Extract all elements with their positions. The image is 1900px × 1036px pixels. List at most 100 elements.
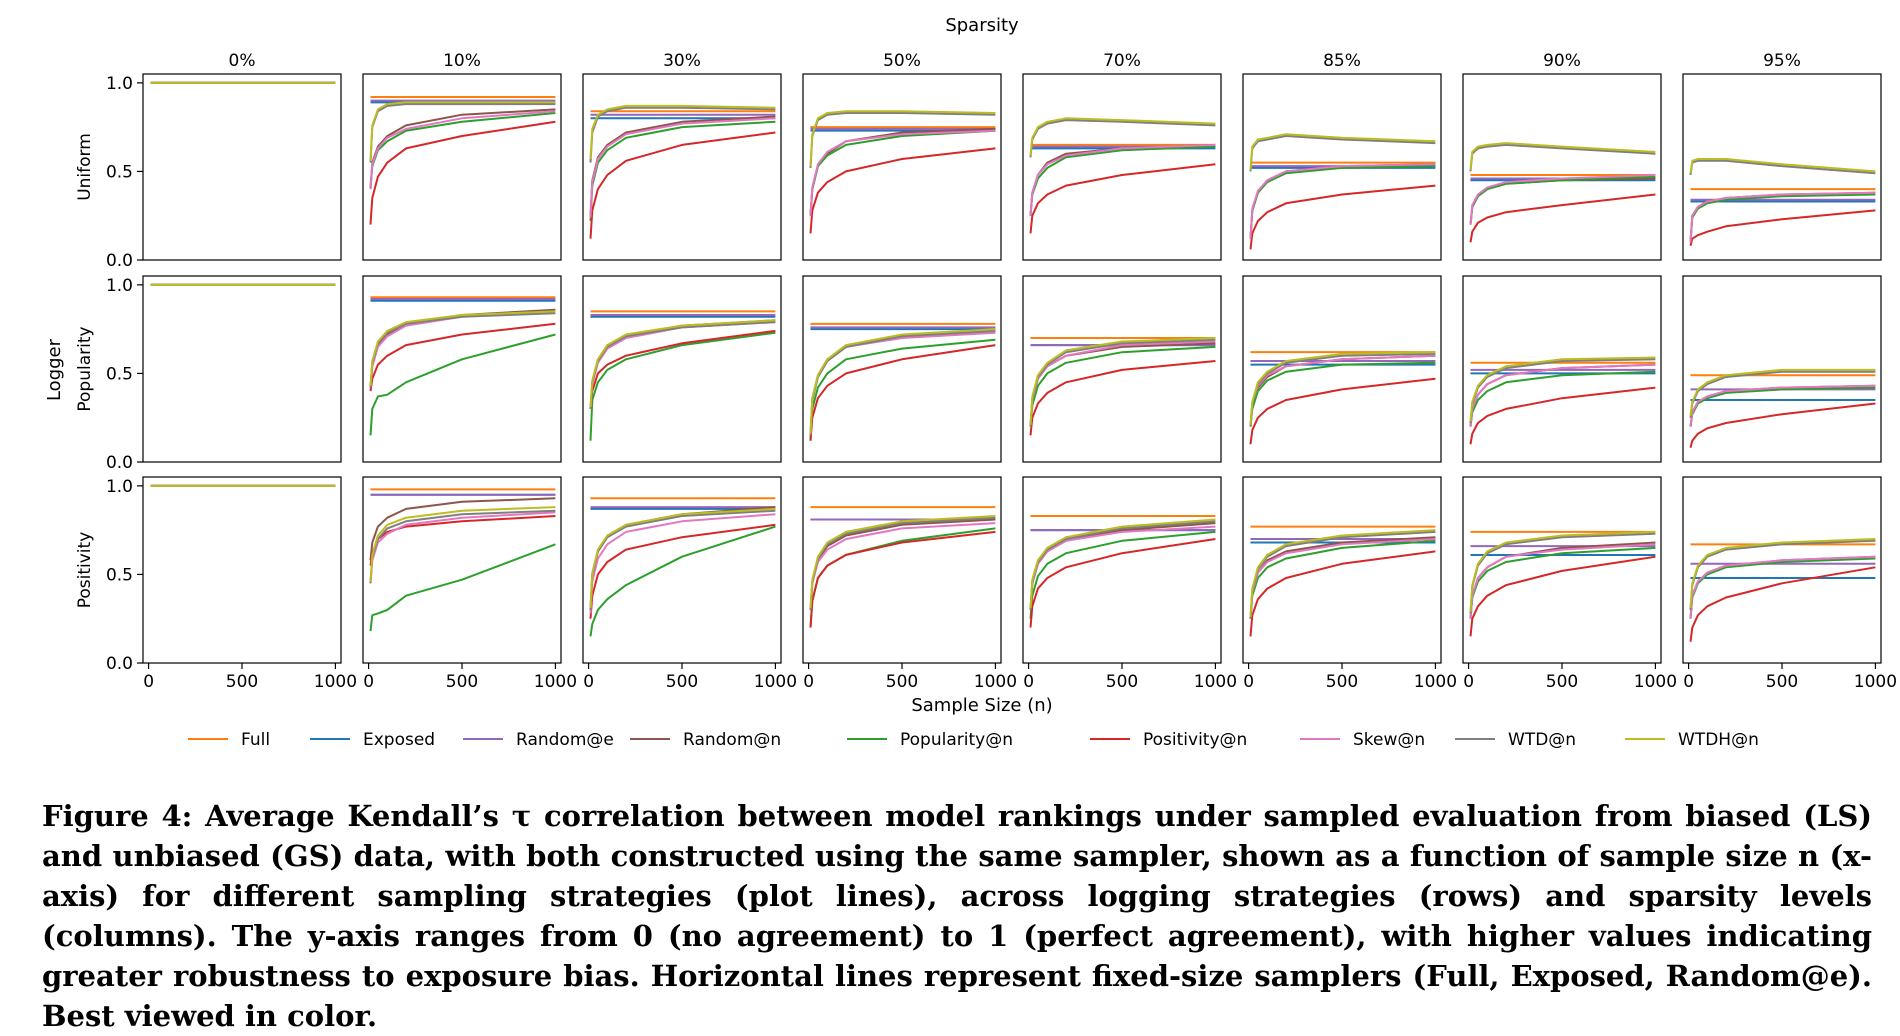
legend-label: Popularity@n <box>900 730 1013 750</box>
x-tick-label: 500 <box>666 672 698 692</box>
series-line-wtdh-at-n <box>1029 117 1216 156</box>
panel-frame <box>1462 275 1662 463</box>
series-line-wtd-at-n <box>1689 159 1876 176</box>
series-line-positivity-at-n <box>1029 163 1216 234</box>
series-line-positivity-at-n <box>1689 209 1876 247</box>
legend-item: Full <box>188 730 270 750</box>
legend-label: Positivity@n <box>1143 730 1247 750</box>
panel-frame <box>1242 73 1442 261</box>
series-line-positivity-at-n <box>1469 193 1656 243</box>
legend-label: Random@n <box>683 730 781 750</box>
series-line-positivity-at-n <box>1249 184 1436 250</box>
row-labels: Uniform Popularity Positivity <box>75 133 95 608</box>
series-line-wtdh-at-n <box>1029 518 1216 609</box>
series-line-popularity-at-n <box>809 338 996 441</box>
x-tick-label: 500 <box>886 672 918 692</box>
series-line-popularity-at-n <box>1469 546 1656 619</box>
series-line-random-at-n <box>1689 555 1876 619</box>
series-line-skew-at-n <box>1689 191 1876 243</box>
panel-frame <box>1022 476 1222 664</box>
x-tick-label: 1000 <box>314 672 357 692</box>
series-line-popularity-at-n <box>809 129 996 216</box>
column-label: 95% <box>1763 51 1801 71</box>
panel-grid: 0.0 0.5 1.0 0.0 0.5 1.0 0.0 0.5 1.0 0 500 1000 0 500 1… <box>106 73 1897 692</box>
row-label: Positivity <box>75 532 95 609</box>
panel-frame <box>142 476 342 664</box>
x-tick-label: 0 <box>1463 672 1474 692</box>
panel <box>1682 73 1882 261</box>
series-line-wtd-at-n <box>1469 143 1656 172</box>
x-tick-label: 500 <box>226 672 258 692</box>
series-line-skew-at-n <box>1469 174 1656 225</box>
x-tick-label: 0 <box>1023 672 1034 692</box>
x-tick-label: 500 <box>1326 672 1358 692</box>
series-line-positivity-at-n <box>809 344 996 441</box>
legend-label: Skew@n <box>1353 730 1425 750</box>
x-tick-label: 1000 <box>534 672 577 692</box>
series-line-popularity-at-n <box>369 333 556 436</box>
y-tick-label: 0.0 <box>106 251 133 271</box>
figure-4-chart: 0.0 0.5 1.0 0.0 0.5 1.0 0.0 0.5 1.0 0 500 1000 0 500 1… <box>44 15 1897 750</box>
row-label: Popularity <box>75 326 95 411</box>
x-tick-label: 1000 <box>754 672 797 692</box>
legend-item: Random@e <box>463 730 614 750</box>
panel-frame <box>1242 476 1442 664</box>
panel-frame <box>802 275 1002 463</box>
series-line-positivity-at-n <box>1469 386 1656 445</box>
panel <box>1682 275 1882 463</box>
panel <box>1462 275 1662 463</box>
panel: 0 500 1000 <box>1022 476 1237 692</box>
series-line-wtdh-at-n <box>589 507 776 609</box>
series-line-positivity-at-n <box>809 147 996 234</box>
series-line-skew-at-n <box>1689 555 1876 619</box>
y-tick-label: 0.5 <box>106 565 133 585</box>
column-label: 85% <box>1323 51 1361 71</box>
panel <box>582 275 782 463</box>
series-line-wtd-at-n <box>809 329 996 436</box>
legend-item: Popularity@n <box>847 730 1013 750</box>
panel: 0 500 1000 <box>362 476 577 692</box>
series-line-positivity-at-n <box>1689 566 1876 642</box>
series-line-skew-at-n <box>1249 163 1436 239</box>
series-line-popularity-at-n <box>589 331 776 441</box>
figure-caption: Figure 4: Average Kendall’s τ correlatio… <box>42 799 1872 1033</box>
panel-frame <box>582 275 782 463</box>
panel: 0 500 1000 <box>582 476 797 692</box>
panel-frame <box>142 275 342 463</box>
column-label: 70% <box>1103 51 1141 71</box>
series-line-wtdh-at-n <box>809 515 996 609</box>
panel: 0 500 1000 <box>1682 476 1897 692</box>
panel: 0 500 1000 <box>1242 476 1457 692</box>
series-line-positivity-at-n <box>1029 538 1216 628</box>
panel: 0.0 0.5 1.0 <box>106 275 342 473</box>
legend: Full Exposed Random@e Random@n Popularity@n P… <box>188 730 1759 750</box>
legend-item: WTD@n <box>1455 730 1576 750</box>
legend-item: Positivity@n <box>1090 730 1247 750</box>
y-tick-label: 0.0 <box>106 654 133 674</box>
series-line-random-at-n <box>809 127 996 216</box>
panel <box>1022 73 1222 261</box>
panel <box>1022 275 1222 463</box>
panel <box>1462 73 1662 261</box>
panel-frame <box>362 73 562 261</box>
x-tick-label: 0 <box>1683 672 1694 692</box>
x-tick-label: 500 <box>1106 672 1138 692</box>
series-line-wtdh-at-n <box>1689 368 1876 417</box>
panel <box>582 73 782 261</box>
panel-frame <box>1682 275 1882 463</box>
series-line-positivity-at-n <box>1689 402 1876 449</box>
column-label: 10% <box>443 51 481 71</box>
y-tick-label: 1.0 <box>106 74 133 94</box>
panel: 0 500 1000 <box>802 476 1017 692</box>
column-label: 30% <box>663 51 701 71</box>
series-line-skew-at-n <box>1689 384 1876 427</box>
series-line-wtdh-at-n <box>809 328 996 434</box>
x-tick-label: 500 <box>1546 672 1578 692</box>
series-line-wtdh-at-n <box>1249 351 1436 425</box>
panel-frame <box>362 275 562 463</box>
series-line-positivity-at-n <box>369 322 556 392</box>
panel: 0.0 0.5 1.0 0 500 1000 <box>106 476 357 692</box>
x-tick-label: 500 <box>1766 672 1798 692</box>
x-axis-label: Sample Size (n) <box>911 695 1052 716</box>
panel-frame <box>1682 73 1882 261</box>
